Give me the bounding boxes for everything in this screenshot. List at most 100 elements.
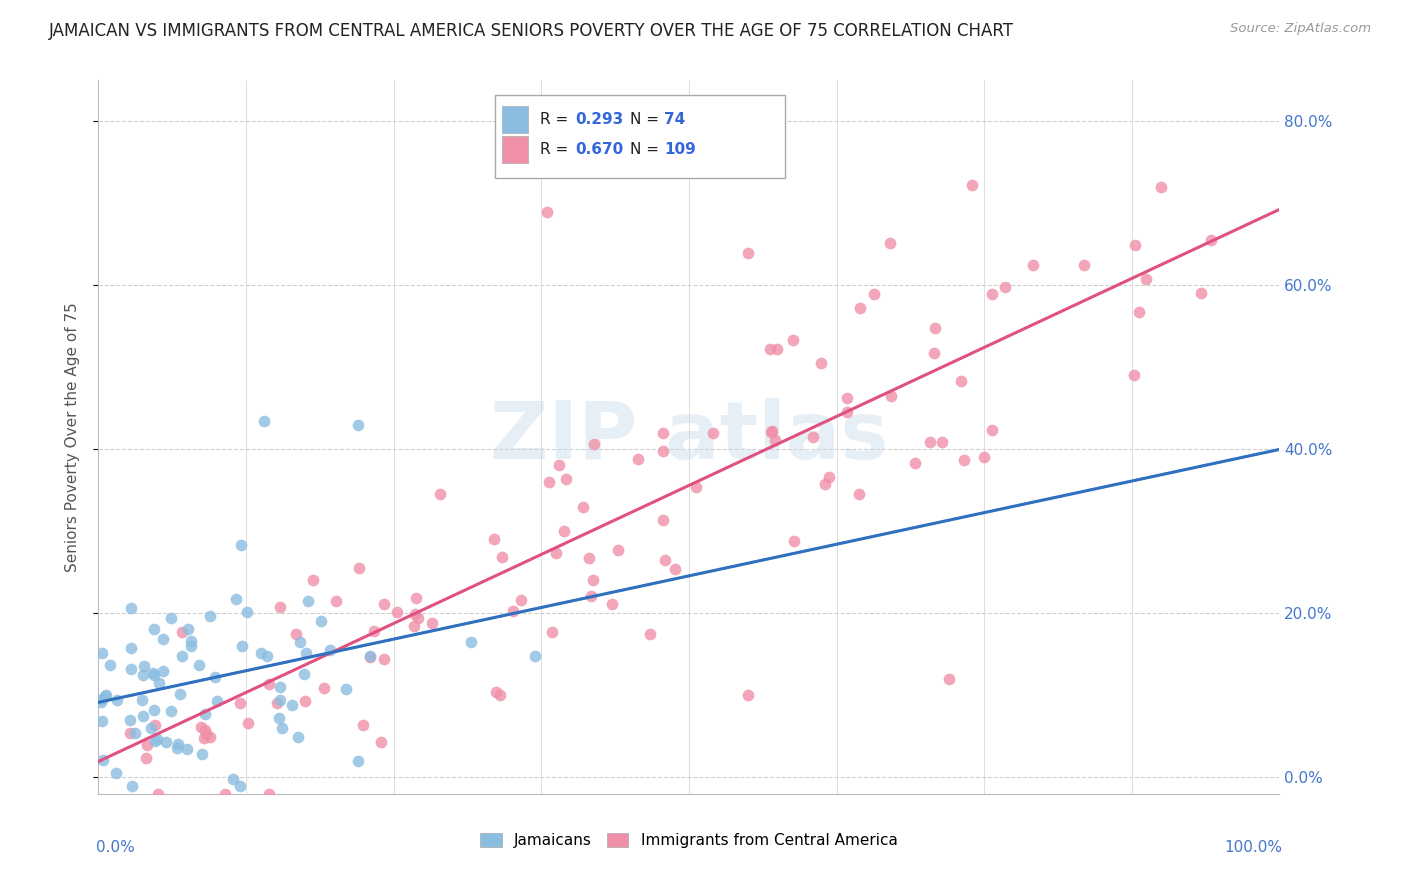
- Point: [269, 693, 291, 707]
- Point: [541, 625, 564, 640]
- Text: N =: N =: [630, 142, 664, 157]
- Point: [702, 426, 724, 441]
- Point: [485, 685, 508, 699]
- Point: [143, 734, 166, 748]
- Point: [373, 652, 395, 666]
- Point: [160, 705, 183, 719]
- Point: [312, 681, 335, 695]
- Point: [759, 343, 782, 357]
- Point: [269, 600, 291, 615]
- Point: [188, 658, 211, 673]
- Point: [920, 434, 942, 449]
- Point: [835, 404, 858, 418]
- Point: [105, 693, 128, 707]
- Point: [359, 649, 381, 664]
- Point: [837, 391, 859, 405]
- Point: [318, 643, 340, 657]
- Point: [363, 624, 385, 639]
- Point: [169, 687, 191, 701]
- Point: [879, 235, 901, 250]
- Point: [960, 178, 983, 192]
- Text: 100.0%: 100.0%: [1223, 840, 1282, 855]
- Point: [287, 730, 309, 744]
- Point: [236, 605, 259, 619]
- Point: [135, 751, 157, 765]
- Point: [176, 742, 198, 756]
- Point: [90, 695, 112, 709]
- Point: [544, 546, 567, 560]
- Point: [814, 476, 837, 491]
- Text: 109: 109: [664, 142, 696, 157]
- Point: [259, 787, 281, 801]
- Point: [250, 646, 273, 660]
- Point: [143, 718, 166, 732]
- Text: R =: R =: [540, 112, 574, 127]
- Point: [131, 693, 153, 707]
- Point: [973, 450, 995, 464]
- Text: ZIP atlas: ZIP atlas: [489, 398, 889, 476]
- Point: [862, 287, 884, 301]
- Point: [627, 452, 650, 467]
- Point: [91, 714, 114, 729]
- Point: [229, 696, 252, 710]
- Point: [94, 688, 117, 702]
- Point: [120, 713, 142, 727]
- Point: [931, 435, 953, 450]
- Point: [124, 726, 146, 740]
- Point: [482, 532, 505, 546]
- Text: R =: R =: [540, 142, 574, 157]
- Point: [488, 688, 510, 702]
- Point: [294, 693, 316, 707]
- Point: [222, 772, 245, 786]
- Point: [652, 513, 675, 527]
- Point: [257, 677, 280, 691]
- Point: [121, 779, 143, 793]
- Point: [536, 204, 558, 219]
- Point: [120, 600, 142, 615]
- Point: [172, 624, 194, 639]
- Point: [491, 549, 513, 564]
- Point: [152, 632, 174, 647]
- Point: [294, 646, 316, 660]
- Point: [238, 715, 260, 730]
- Point: [253, 414, 276, 428]
- Point: [120, 641, 142, 656]
- Point: [555, 473, 578, 487]
- Point: [91, 691, 114, 706]
- Text: 74: 74: [664, 112, 685, 127]
- Text: JAMAICAN VS IMMIGRANTS FROM CENTRAL AMERICA SENIORS POVERTY OVER THE AGE OF 75 C: JAMAICAN VS IMMIGRANTS FROM CENTRAL AMER…: [49, 22, 1014, 40]
- Point: [783, 533, 806, 548]
- Text: N =: N =: [630, 112, 664, 127]
- Point: [420, 615, 443, 630]
- Point: [191, 747, 214, 761]
- Point: [652, 444, 675, 458]
- Point: [190, 720, 212, 734]
- Point: [143, 622, 166, 636]
- Point: [1135, 272, 1157, 286]
- Point: [335, 681, 357, 696]
- Point: [142, 668, 165, 682]
- Point: [583, 130, 606, 145]
- Point: [288, 635, 311, 649]
- Point: [761, 424, 783, 438]
- Text: 0.670: 0.670: [575, 142, 624, 157]
- FancyBboxPatch shape: [495, 95, 785, 178]
- Point: [142, 666, 165, 681]
- Point: [132, 659, 155, 673]
- Point: [166, 741, 188, 756]
- Point: [766, 342, 789, 356]
- Point: [938, 672, 960, 686]
- Point: [1073, 258, 1095, 272]
- Point: [256, 648, 278, 663]
- Point: [404, 619, 426, 633]
- Point: [352, 717, 374, 731]
- Point: [579, 589, 602, 603]
- Point: [994, 280, 1017, 294]
- Point: [583, 437, 606, 451]
- Point: [281, 698, 304, 712]
- Point: [904, 456, 927, 470]
- Point: [309, 614, 332, 628]
- Point: [225, 591, 247, 606]
- Point: [950, 374, 973, 388]
- Point: [194, 723, 217, 738]
